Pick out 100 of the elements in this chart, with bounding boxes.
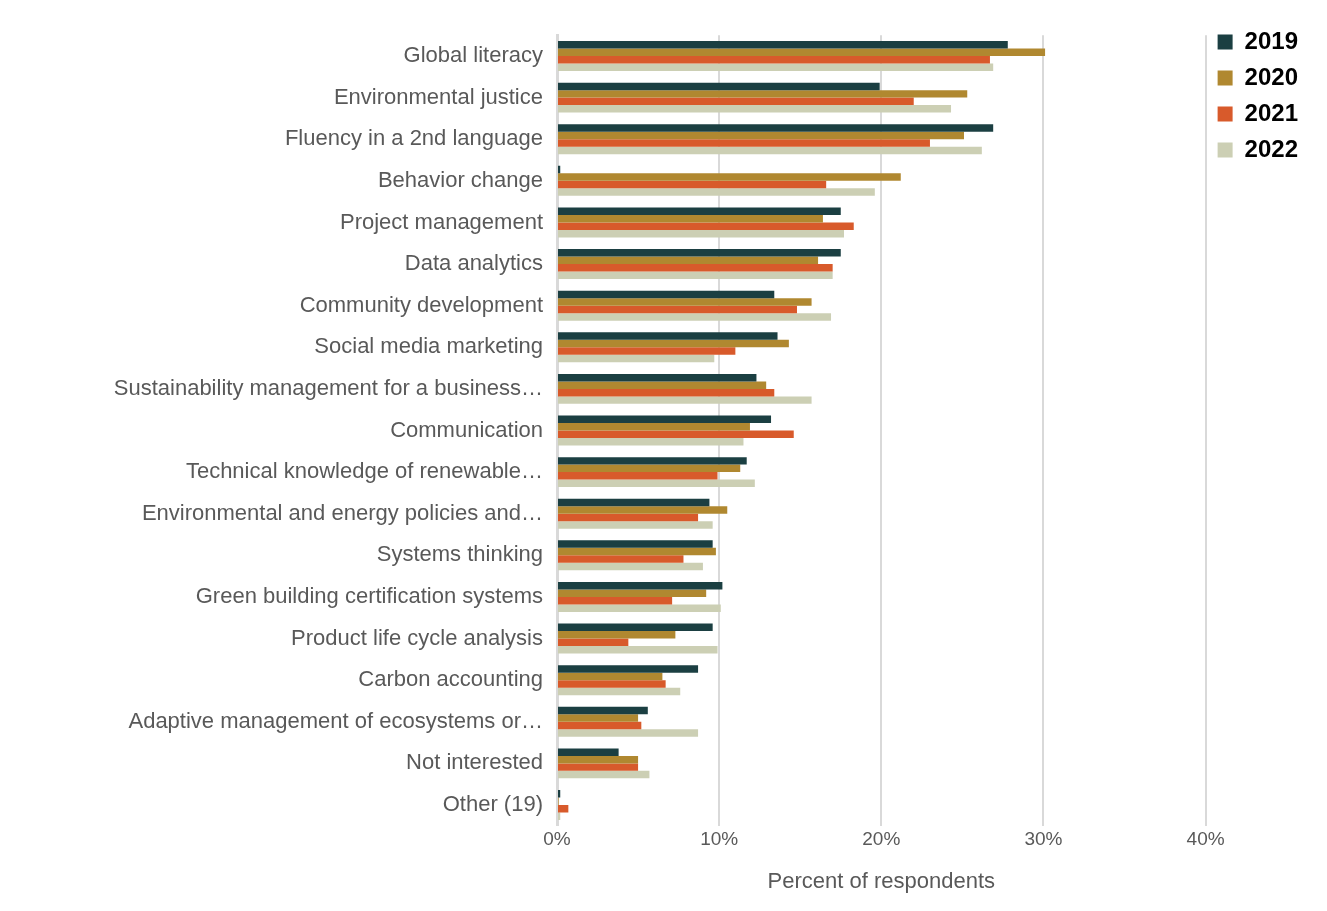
bar	[558, 180, 827, 189]
bar	[558, 540, 713, 548]
bar	[558, 124, 994, 132]
bar	[558, 229, 845, 238]
bar	[558, 706, 648, 715]
bar	[558, 131, 964, 140]
bar	[558, 415, 772, 424]
bar	[558, 729, 699, 737]
legend-label: 2021	[1244, 98, 1298, 126]
bar	[558, 721, 642, 730]
bar	[558, 498, 710, 507]
legend-label: 2022	[1244, 134, 1298, 162]
bar	[558, 63, 994, 71]
bar	[558, 472, 718, 480]
bar	[558, 770, 650, 779]
y-tick-label: Social media marketing	[314, 333, 543, 359]
bar	[558, 464, 741, 473]
bar	[558, 479, 755, 488]
bar	[558, 790, 561, 798]
x-tick-label: 0%	[543, 828, 571, 850]
legend-label: 2019	[1244, 26, 1298, 54]
bar	[558, 256, 819, 265]
bar	[558, 313, 832, 321]
bar	[558, 638, 629, 647]
bar	[558, 271, 833, 280]
bar	[558, 555, 684, 563]
bar	[558, 812, 561, 820]
bar	[558, 672, 663, 681]
bar	[558, 521, 713, 529]
bar	[558, 755, 639, 764]
bar	[558, 623, 713, 632]
x-tick-label: 10%	[700, 828, 739, 850]
y-tick-label: Adaptive management of ecosystems or…	[128, 707, 543, 733]
y-tick-label: Product life cycle analysis	[291, 624, 543, 650]
y-tick-label: Environmental and energy policies and…	[141, 499, 543, 525]
bar	[558, 665, 699, 673]
x-axis-title: Percent of respondents	[767, 867, 996, 893]
x-tick-label: 40%	[1186, 828, 1225, 850]
bar	[558, 347, 736, 355]
y-tick-label: Other (19)	[442, 791, 543, 817]
bar	[558, 631, 676, 639]
x-tick-label: 20%	[862, 828, 901, 850]
bar	[558, 305, 797, 314]
bar	[558, 506, 728, 514]
bar	[558, 748, 619, 756]
bar	[558, 298, 812, 306]
y-tick-label: Global literacy	[403, 42, 543, 68]
bar	[558, 604, 721, 612]
y-tick-label: Community development	[299, 291, 543, 317]
bar	[558, 547, 716, 556]
bar	[558, 264, 833, 272]
bar	[558, 222, 854, 230]
bar	[558, 332, 778, 340]
bar	[558, 41, 1008, 49]
y-tick-label: Communication	[390, 416, 543, 442]
bar	[558, 214, 823, 223]
bar	[558, 589, 707, 597]
x-tick-label: 30%	[1024, 828, 1063, 850]
y-tick-label: Fluency in a 2nd language	[284, 125, 543, 151]
bar	[558, 581, 723, 590]
bar	[558, 562, 703, 571]
bar	[558, 423, 750, 431]
bar	[558, 714, 639, 722]
bar	[558, 430, 794, 438]
bar	[558, 82, 880, 91]
bar	[558, 513, 699, 522]
y-tick-label: Not interested	[406, 749, 543, 775]
bar	[558, 90, 968, 98]
bar	[558, 381, 767, 389]
bar	[558, 173, 901, 181]
bar	[558, 290, 775, 299]
y-tick-label: Sustainability management for a business…	[113, 374, 543, 400]
bar	[558, 188, 875, 196]
bar	[558, 354, 715, 363]
bar	[558, 97, 914, 106]
y-tick-label: Environmental justice	[333, 83, 543, 109]
bar	[558, 596, 673, 605]
bar	[558, 105, 952, 113]
legend-label: 2020	[1244, 62, 1298, 90]
y-tick-label: Behavior change	[377, 166, 543, 192]
bar	[558, 207, 841, 215]
bar	[558, 249, 841, 257]
bar	[558, 339, 789, 348]
y-tick-label: Carbon accounting	[358, 666, 543, 692]
y-tick-label: Technical knowledge of renewable…	[185, 458, 543, 484]
bar	[558, 680, 666, 688]
bar	[558, 396, 812, 404]
bar	[558, 457, 747, 465]
y-tick-label: Green building certification systems	[195, 583, 543, 608]
y-tick-label: Data analytics	[404, 250, 543, 276]
bar	[558, 373, 757, 382]
bar	[558, 687, 681, 696]
y-tick-label: Systems thinking	[376, 541, 543, 567]
bar	[558, 388, 775, 397]
bar	[558, 56, 990, 64]
bar	[558, 437, 744, 446]
bar	[558, 763, 639, 771]
bar	[558, 146, 982, 155]
y-tick-label: Project management	[340, 208, 543, 234]
bar	[558, 646, 718, 654]
